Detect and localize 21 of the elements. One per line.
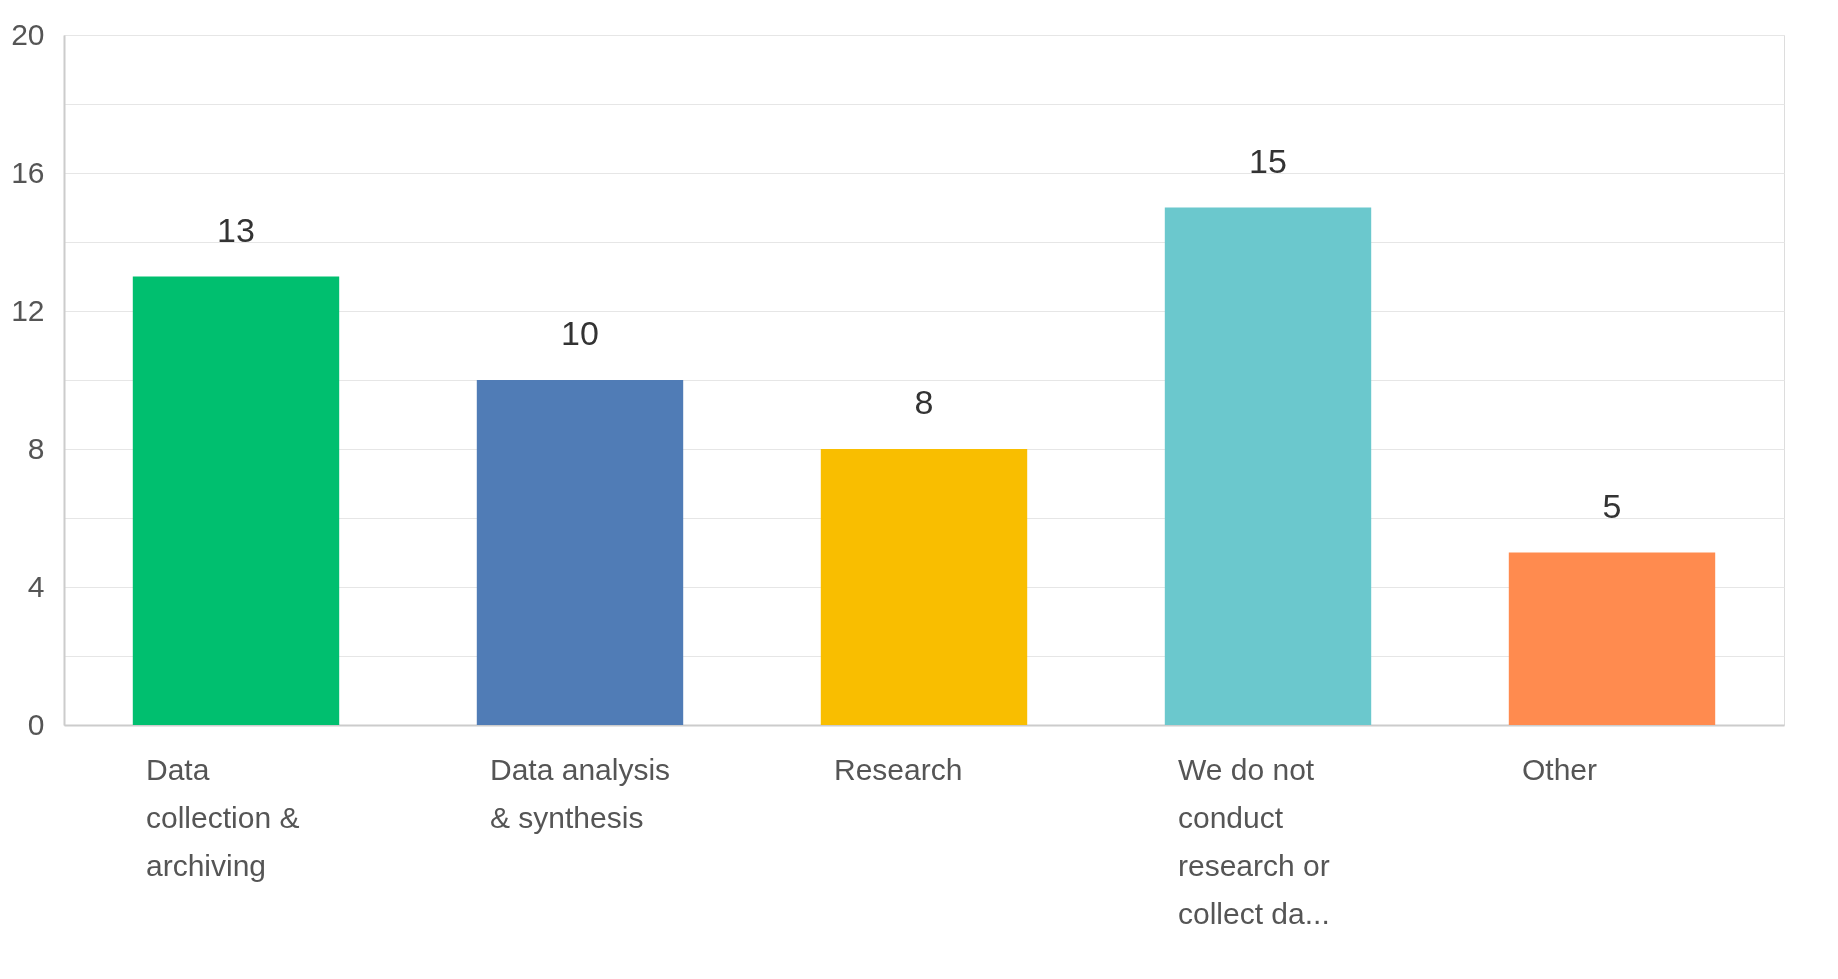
bar	[1508, 552, 1716, 725]
y-tick-label: 16	[11, 155, 45, 189]
data-label: 13	[217, 210, 255, 249]
y-tick-label: 4	[27, 569, 45, 603]
y-tick-label: 0	[27, 707, 45, 741]
bar	[132, 276, 340, 725]
bar	[476, 380, 684, 725]
x-tick-label: Data collection & archiving	[146, 752, 300, 882]
x-tick-label: We do not conduct research or collect da...	[1178, 752, 1330, 930]
y-tick-label: 8	[27, 431, 45, 465]
data-label: 15	[1249, 141, 1287, 180]
data-label: 10	[561, 314, 599, 352]
data-label: 8	[914, 383, 934, 421]
bar	[1164, 207, 1372, 725]
x-tick-label: Research	[834, 752, 963, 786]
y-tick-label: 12	[11, 293, 45, 327]
x-tick-label: Data analysis & synthesis	[490, 752, 671, 834]
data-label: 5	[1602, 486, 1622, 525]
x-tick-label: Other	[1522, 752, 1598, 786]
bar	[820, 449, 1028, 725]
y-tick-label: 20	[11, 17, 45, 51]
